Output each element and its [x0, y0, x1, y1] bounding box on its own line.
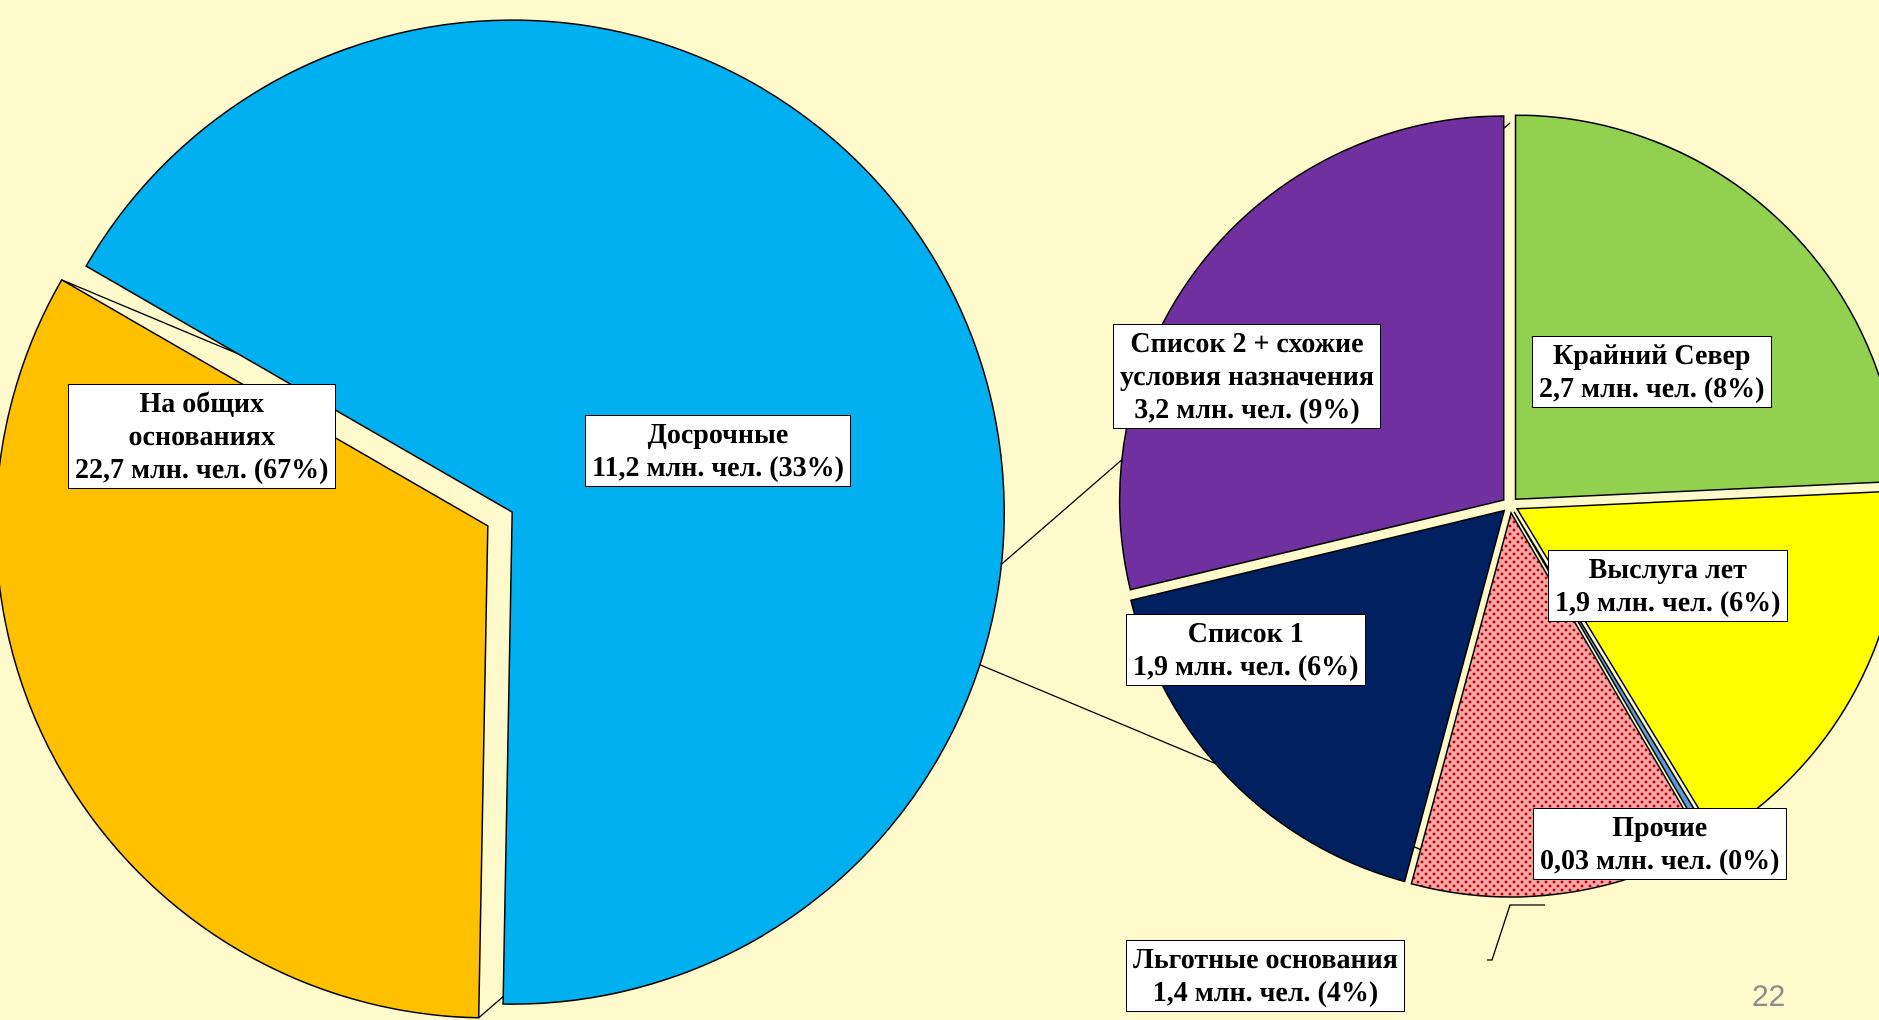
data-label-early-value: 11,2 млн. чел. (33%) — [592, 452, 844, 483]
pie-slice-general — [85, 19, 1005, 1005]
data-label-early: Досрочные 11,2 млн. чел. (33%) — [585, 415, 851, 487]
data-label-north-value: 2,7 млн. чел. (8%) — [1539, 373, 1765, 404]
data-label-general-value: 22,7 млн. чел. (67%) — [75, 454, 329, 485]
leader-line-preferential — [1487, 904, 1545, 961]
data-label-preferential-value: 1,4 млн. чел. (4%) — [1152, 977, 1379, 1008]
page-number: 22 — [1752, 980, 1786, 1013]
data-label-list2-value: 3,2 млн. чел. (9%) — [1134, 394, 1360, 425]
data-label-list1-name-line: Список 1 — [1187, 618, 1304, 649]
data-label-list2: Список 2 + схожие условия назначения 3,2 м… — [1113, 324, 1382, 429]
data-label-north-name-line: Крайний Север — [1552, 340, 1751, 371]
data-label-early-name-line: Досрочные — [647, 419, 789, 450]
data-label-list1: Список 1 1,9 млн. чел. (6%) — [1126, 614, 1366, 686]
data-label-service: Выслуга лет 1,9 млн. чел. (6%) — [1548, 550, 1788, 622]
data-label-other-name-line: Прочие — [1612, 812, 1708, 843]
data-label-list2-name-line: условия назначения — [1120, 361, 1375, 392]
data-label-preferential: Льготные основания 1,4 млн. чел. (4%) — [1126, 940, 1405, 1012]
data-label-north: Крайний Север 2,7 млн. чел. (8%) — [1532, 336, 1772, 408]
data-label-service-name-line: Выслуга лет — [1588, 554, 1747, 585]
sub-pie-slice-north — [1514, 114, 1879, 500]
data-label-other-value: 0,03 млн. чел. (0%) — [1540, 845, 1780, 876]
data-label-list2-name-line: Список 2 + схожие — [1130, 328, 1364, 359]
data-label-general: На общих основаниях 22,7 млн. чел. (67%) — [68, 384, 336, 489]
data-label-preferential-name-line: Льготные основания — [1133, 944, 1398, 975]
data-label-general-name-line: основаниях — [128, 421, 275, 452]
data-label-other: Прочие 0,03 млн. чел. (0%) — [1533, 808, 1787, 880]
data-label-general-name-line: На общих — [139, 388, 265, 419]
data-label-list1-value: 1,9 млн. чел. (6%) — [1133, 651, 1359, 682]
data-label-service-value: 1,9 млн. чел. (6%) — [1555, 587, 1781, 618]
